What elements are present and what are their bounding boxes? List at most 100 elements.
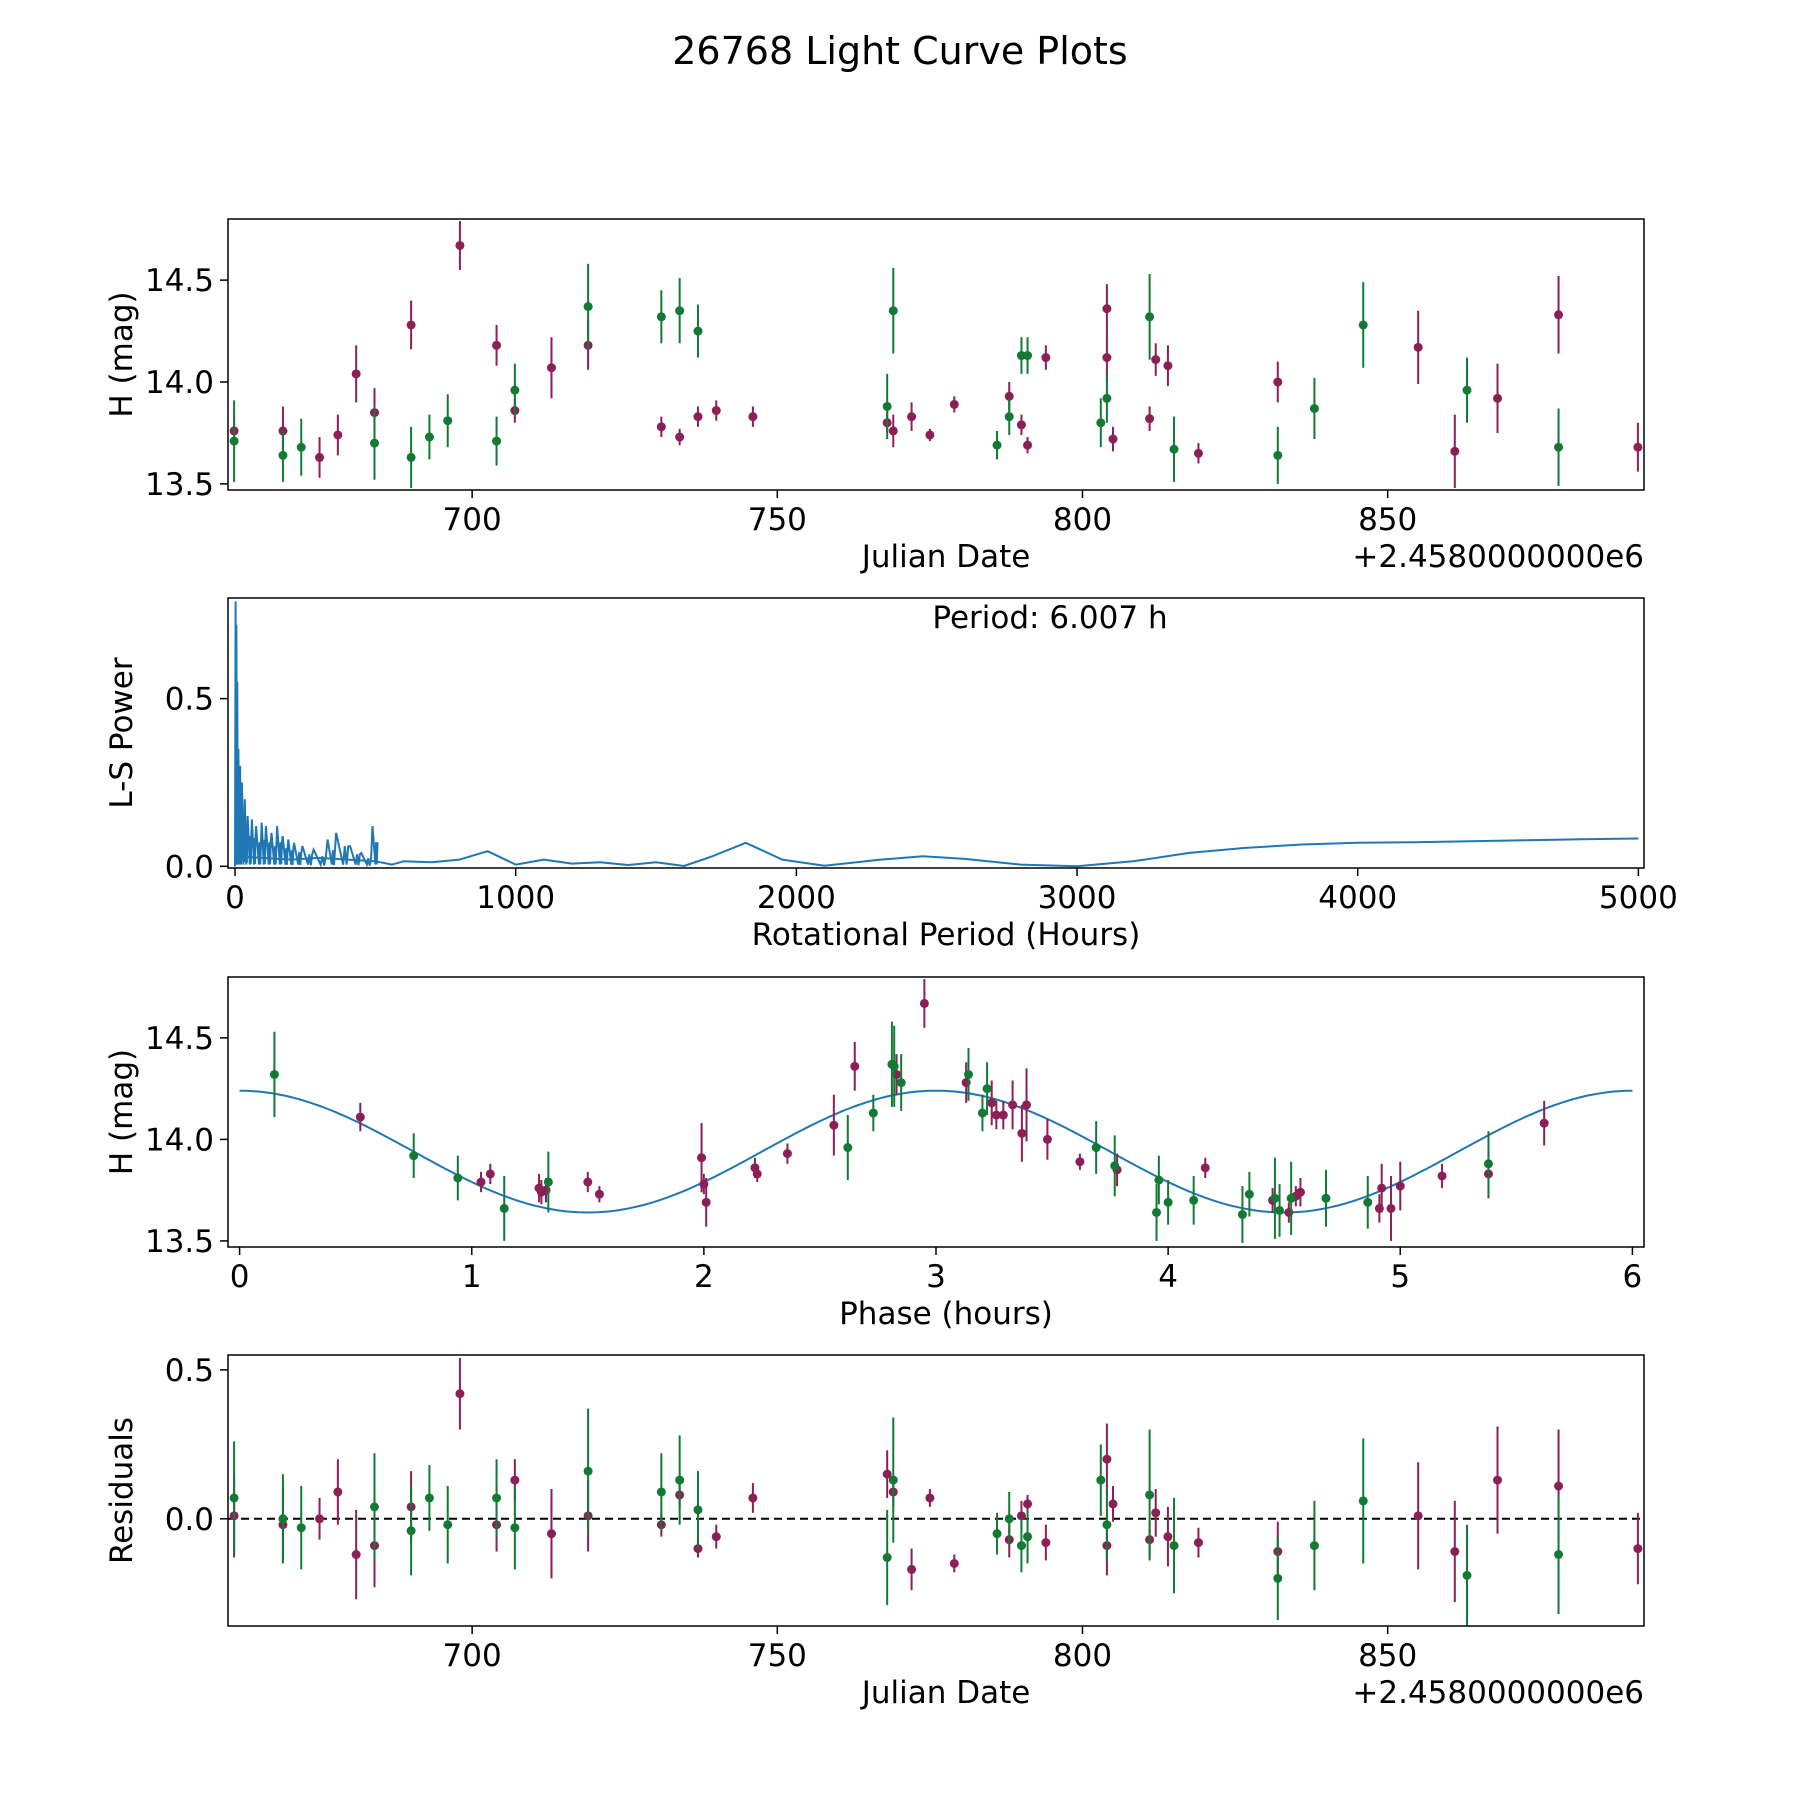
panel-phasefold: 0 1 2 3 4 5 6 13.5 14.0 14.5 Phase (hours) H (mag) bbox=[104, 976, 1645, 1332]
data-point bbox=[1016, 1541, 1026, 1551]
data-point bbox=[1270, 1193, 1280, 1203]
data-point bbox=[656, 312, 666, 322]
data-point bbox=[888, 306, 898, 316]
data-point bbox=[1309, 1541, 1319, 1551]
data-point bbox=[406, 452, 416, 462]
data-point bbox=[907, 1564, 917, 1574]
x-tick-label: 3 bbox=[926, 1259, 946, 1295]
periodogram-line bbox=[234, 837, 1639, 868]
data-point bbox=[1633, 442, 1643, 452]
y-tick-label: 13.5 bbox=[145, 1224, 214, 1260]
y-tick-label: 14.0 bbox=[145, 365, 214, 401]
data-point bbox=[1193, 1538, 1203, 1548]
data-point bbox=[711, 1532, 721, 1542]
data-point bbox=[333, 1487, 343, 1497]
data-point bbox=[748, 1493, 758, 1503]
data-point bbox=[315, 452, 325, 462]
y-tick-label: 14.5 bbox=[145, 263, 214, 299]
data-point bbox=[1041, 1538, 1051, 1548]
data-point bbox=[315, 1514, 325, 1524]
series-filter_a bbox=[229, 1357, 1643, 1603]
data-point bbox=[369, 1502, 379, 1512]
x-tick-label: 800 bbox=[1053, 502, 1112, 538]
x-tick-label: 700 bbox=[443, 502, 502, 538]
data-point bbox=[752, 1169, 762, 1179]
x-tick-label: 850 bbox=[1358, 1638, 1417, 1674]
data-point bbox=[907, 412, 917, 422]
data-point bbox=[782, 1149, 792, 1159]
y-tick-label: 14.5 bbox=[145, 1021, 214, 1057]
data-point bbox=[991, 1110, 1001, 1120]
data-point bbox=[594, 1189, 604, 1199]
data-point bbox=[977, 1108, 987, 1118]
data-point bbox=[1102, 393, 1112, 403]
data-point bbox=[1273, 377, 1283, 387]
data-point bbox=[1450, 446, 1460, 456]
y-axis-label: H (mag) bbox=[104, 1049, 140, 1175]
data-point bbox=[919, 998, 929, 1008]
x-tick-label: 800 bbox=[1053, 1638, 1112, 1674]
data-point bbox=[583, 1177, 593, 1187]
data-point bbox=[1554, 1481, 1564, 1491]
y-tick-label: 0.0 bbox=[165, 849, 214, 885]
series-filter_b bbox=[269, 1021, 1493, 1243]
data-point bbox=[1042, 1134, 1052, 1144]
data-point bbox=[1016, 420, 1026, 430]
data-point bbox=[296, 442, 306, 452]
data-point bbox=[949, 399, 959, 409]
y-axis-label: Residuals bbox=[104, 1417, 140, 1564]
data-point bbox=[1286, 1193, 1296, 1203]
data-point bbox=[1244, 1189, 1254, 1199]
data-point bbox=[1273, 1573, 1283, 1583]
data-point bbox=[1145, 414, 1155, 424]
data-point bbox=[1386, 1203, 1396, 1213]
x-tick-label: 3000 bbox=[1038, 880, 1117, 916]
data-point bbox=[925, 1493, 935, 1503]
data-point bbox=[1309, 403, 1319, 413]
data-point bbox=[1450, 1547, 1460, 1557]
x-tick-label: 4000 bbox=[1318, 880, 1397, 916]
data-point bbox=[656, 422, 666, 432]
data-point bbox=[1358, 1496, 1368, 1506]
data-point bbox=[1145, 312, 1155, 322]
x-tick-label: 2 bbox=[694, 1259, 714, 1295]
data-point bbox=[424, 1493, 434, 1503]
data-point bbox=[992, 440, 1002, 450]
panel-periodogram: 0 1000 2000 3000 4000 5000 0.0 0.5 Rotational Pe… bbox=[104, 597, 1678, 953]
data-point bbox=[1017, 1128, 1027, 1138]
data-point bbox=[1023, 351, 1033, 361]
data-point bbox=[711, 406, 721, 416]
x-tick-label: 0 bbox=[230, 1259, 250, 1295]
data-point bbox=[843, 1143, 853, 1153]
data-point bbox=[675, 1475, 685, 1485]
x-axis-label: Julian Date bbox=[860, 1675, 1031, 1711]
data-point bbox=[982, 1084, 992, 1094]
data-point bbox=[351, 1550, 361, 1560]
plot-area bbox=[228, 1357, 1644, 1626]
data-point bbox=[1075, 1157, 1085, 1167]
x-tick-label: 2000 bbox=[757, 880, 836, 916]
y-tick-label: 13.5 bbox=[145, 467, 214, 503]
data-point bbox=[278, 1514, 288, 1524]
data-point bbox=[476, 1177, 486, 1187]
data-point bbox=[1169, 1541, 1179, 1551]
data-point bbox=[1437, 1171, 1447, 1181]
data-point bbox=[583, 302, 593, 312]
x-tick-label: 4 bbox=[1158, 1259, 1178, 1295]
data-point bbox=[987, 1098, 997, 1108]
data-point bbox=[882, 401, 892, 411]
y-axis-label: H (mag) bbox=[104, 291, 140, 417]
data-point bbox=[1633, 1544, 1643, 1554]
data-point bbox=[949, 1558, 959, 1568]
panel-lightcurve: 700 750 800 850 13.5 14.0 14.5 Julian Date H (ma… bbox=[104, 218, 1645, 575]
data-point bbox=[296, 1523, 306, 1533]
data-point bbox=[269, 1069, 279, 1079]
data-point bbox=[1004, 1514, 1014, 1524]
plot-area bbox=[234, 601, 1639, 868]
data-point bbox=[1163, 1197, 1173, 1207]
data-point bbox=[882, 1553, 892, 1563]
data-point bbox=[1110, 1161, 1120, 1171]
y-tick-label: 14.0 bbox=[145, 1122, 214, 1158]
x-tick-label: 1000 bbox=[476, 880, 555, 916]
